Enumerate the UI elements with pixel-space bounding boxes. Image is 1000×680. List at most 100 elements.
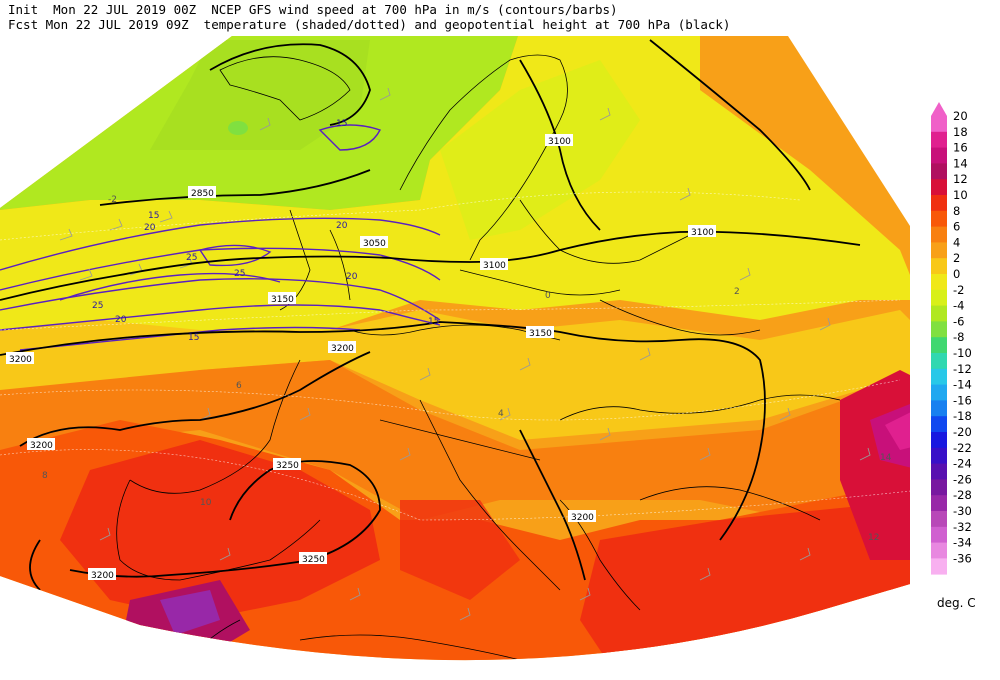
- colorbar-swatch: [931, 242, 947, 259]
- colorbar-tick-label: 20: [953, 109, 968, 123]
- colorbar-tick-label: -14: [953, 378, 972, 392]
- colorbar-tick-label: 8: [953, 204, 960, 218]
- temperature-label: 10: [200, 498, 212, 508]
- height-label: 3200: [88, 568, 116, 581]
- colorbar-swatch: [931, 463, 947, 480]
- colorbar-tick-label: -2: [953, 283, 964, 297]
- height-label: 3250: [273, 458, 301, 471]
- height-label-text: 3200: [9, 355, 32, 365]
- height-label-text: 3150: [271, 295, 294, 305]
- colorbar-swatch: [931, 179, 947, 196]
- colorbar-tick-label: -32: [953, 520, 972, 534]
- height-label-text: 3050: [363, 239, 386, 249]
- temperature-field: [0, 36, 910, 661]
- height-label: 3100: [545, 134, 573, 147]
- height-label-text: 3200: [331, 344, 354, 354]
- temperature-label: -2: [108, 195, 117, 205]
- colorbar-tick-label: -10: [953, 346, 972, 360]
- colorbar-tick-label: -34: [953, 536, 972, 550]
- colorbar-tick-label: 12: [953, 172, 968, 186]
- colorbar-tick-label: -20: [953, 425, 972, 439]
- height-label: 3050: [360, 236, 388, 249]
- colorbar-tick-label: 0: [953, 267, 960, 281]
- colorbar-swatch: [931, 274, 947, 291]
- colorbar-units: deg. C: [937, 596, 976, 610]
- header-init-line: Init Mon 22 JUL 2019 00Z NCEP GFS wind s…: [8, 2, 618, 17]
- colorbar-tick-label: 10: [953, 188, 968, 202]
- temperature-label: 12: [868, 533, 879, 543]
- wind-label: 25: [186, 253, 197, 263]
- colorbar-tick-label: -26: [953, 472, 972, 486]
- height-label: 3200: [27, 438, 55, 451]
- colorbar-swatch: [931, 305, 947, 322]
- colorbar-tick-label: -22: [953, 441, 972, 455]
- wind-label: 20: [336, 221, 348, 231]
- temperature-label: 14: [880, 453, 892, 463]
- colorbar-tick-label: -6: [953, 314, 964, 328]
- wind-label: 25: [234, 269, 245, 279]
- height-label: 2850: [188, 186, 216, 199]
- colorbar-swatch: [931, 147, 947, 164]
- colorbar-swatch: [931, 289, 947, 306]
- colorbar-tick-label: -12: [953, 362, 972, 376]
- colorbar-top-arrow: [931, 102, 947, 116]
- colorbar-swatch: [931, 368, 947, 385]
- height-label: 3200: [6, 352, 34, 365]
- wind-label: 20: [346, 272, 358, 282]
- wind-label: 15: [336, 119, 347, 129]
- colorbar-tick-label: 14: [953, 156, 968, 170]
- temperature-colorbar: 20181614121086420-2-4-6-8-10-12-14-16-18…: [931, 102, 972, 575]
- height-label: 3150: [526, 326, 554, 339]
- colorbar-swatch: [931, 384, 947, 401]
- colorbar-tick-label: -24: [953, 457, 972, 471]
- colorbar-swatch: [931, 542, 947, 559]
- height-label-text: 3100: [548, 137, 571, 147]
- colorbar-tick-label: 18: [953, 125, 968, 139]
- coastlines: [116, 54, 841, 661]
- height-label-text: 2850: [191, 189, 214, 199]
- height-label: 3250: [299, 552, 327, 565]
- colorbar-tick-label: -4: [953, 299, 964, 313]
- height-label: 3200: [328, 341, 356, 354]
- height-label-text: 3100: [691, 228, 714, 238]
- temperature-contours: [0, 191, 910, 521]
- colorbar-tick-label: -36: [953, 551, 972, 565]
- colorbar-swatch: [931, 400, 947, 417]
- colorbar-tick-label: -16: [953, 393, 972, 407]
- wind-barbs: [59, 87, 871, 621]
- colorbar-tick-label: 16: [953, 141, 968, 155]
- colorbar-swatch: [931, 321, 947, 338]
- height-label-text: 3200: [571, 513, 594, 523]
- wind-speed-contours: [0, 124, 441, 351]
- temperature-label: 8: [42, 471, 48, 481]
- height-label-text: 3250: [302, 555, 325, 565]
- wind-label: 15: [188, 333, 199, 343]
- colorbar-swatch: [931, 195, 947, 212]
- colorbar-swatch: [931, 526, 947, 543]
- colorbar-tick-label: -30: [953, 504, 972, 518]
- colorbar-swatch: [931, 131, 947, 148]
- colorbar-swatch: [931, 447, 947, 464]
- height-label-text: 3200: [30, 441, 53, 451]
- colorbar-swatch: [931, 479, 947, 496]
- colorbar-swatch: [931, 116, 947, 133]
- colorbar-tick-label: 6: [953, 220, 960, 234]
- height-label: 3100: [480, 258, 508, 271]
- height-label: 3200: [568, 510, 596, 523]
- wind-label: 25: [92, 301, 103, 311]
- colorbar-swatch: [931, 337, 947, 354]
- colorbar-tick-label: 4: [953, 235, 960, 249]
- colorbar-swatch: [931, 511, 947, 528]
- temperature-label: 6: [236, 381, 242, 391]
- colorbar-swatch: [931, 210, 947, 227]
- temperature-label: 2: [734, 287, 740, 297]
- wind-label: 15: [148, 211, 159, 221]
- colorbar-tick-label: -28: [953, 488, 972, 502]
- height-label-text: 3250: [276, 461, 299, 471]
- colorbar-swatch: [931, 432, 947, 449]
- colorbar-swatch: [931, 558, 947, 575]
- wind-label: 15: [428, 317, 439, 327]
- colorbar-tick-label: -18: [953, 409, 972, 423]
- colorbar-swatch: [931, 258, 947, 275]
